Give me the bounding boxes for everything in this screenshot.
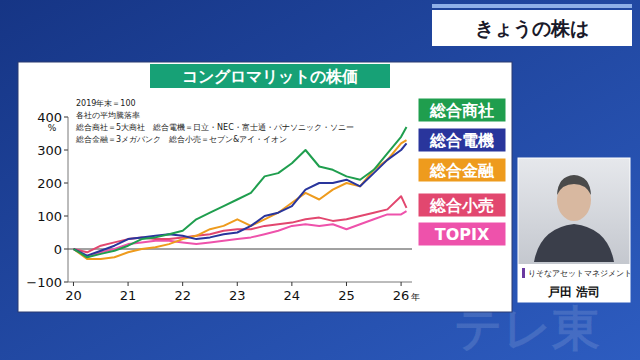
x-axis-line [68,282,412,283]
y-axis-line [68,117,69,282]
y-tick-label: 0 [54,242,62,257]
x-tick [401,282,402,286]
x-tick [73,282,74,286]
x-tick-label: 23 [229,288,246,303]
note: 2019年末＝100 [76,99,136,108]
y-tick [64,216,68,217]
legend-swatch [418,128,506,152]
header-text: きょうの株は [475,17,589,40]
title-bar [150,64,390,88]
y-tick-label: 200 [37,176,62,191]
header-strip [432,4,632,8]
y-tick [64,282,68,283]
x-tick [346,282,347,286]
x-tick-label: 25 [338,288,355,303]
legend-label: 総合電機 [429,131,494,150]
legend-label: 総合商社 [429,101,494,120]
series-line [74,143,407,255]
y-tick [64,249,68,250]
x-tick-label: 24 [284,288,301,303]
x-tick-label: 26 [393,288,410,303]
y-tick [64,183,68,184]
x-axis: 20 21 22 23 24 25 26年 [65,249,420,303]
y-unit: % [48,123,57,133]
screen: テレ東きょうの株はコングロマリットの株価2019年末＝100各社の平均騰落率総合… [0,0,640,360]
note: 総合金融＝3メガバンク 総合小売＝セブン&アイ・イオン [75,135,287,144]
guest-name: 戸田 浩司 [547,285,600,299]
note: 各社の平均騰落率 [76,111,140,120]
series-line [74,211,407,257]
x-tick-label: 21 [120,288,137,303]
y-tick [64,150,68,151]
guest-hair [557,175,591,195]
legend-swatch [418,98,506,122]
x-tick [291,282,292,286]
background [0,0,640,360]
chart-title: コングロマリットの株価 [182,67,358,86]
caption-mark [522,268,525,278]
series-line [74,140,407,259]
legend-swatch [418,193,506,217]
x-tick [182,282,183,286]
legend-label: 総合小売 [429,196,494,215]
legend-swatch [418,158,506,182]
x-unit: 年 [411,292,420,302]
legend-swatch [418,222,506,246]
series-line [74,127,407,257]
chart-panel [18,62,512,312]
legend-label: 総合金融 [429,161,495,180]
series-line [74,196,407,252]
x-tick-label: 20 [65,288,82,303]
y-tick-label: 100 [37,209,62,224]
guest-photo [518,158,630,302]
x-tick [237,282,238,286]
guest-body [534,224,614,262]
guest-company: りそなアセットマネジメント [528,269,632,278]
note: 総合商社＝5大商社 総合電機＝日立・NEC・富士通・パナソニック・ソニー [75,123,354,132]
y-tick-label: −100 [26,275,62,290]
y-axis: −1000100200300400% [26,110,68,290]
lines [74,127,407,259]
y-tick-label: 300 [37,143,62,158]
x-tick [128,282,129,286]
x-tick-label: 22 [174,288,191,303]
header-box [432,10,632,46]
legend-label: TOPIX [435,225,490,244]
y-tick [64,117,68,118]
